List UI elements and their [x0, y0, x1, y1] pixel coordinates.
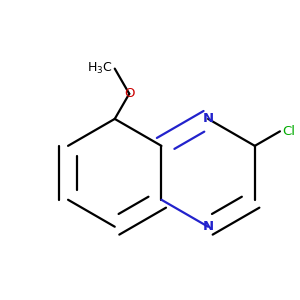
Text: N: N	[202, 220, 214, 233]
Text: N: N	[202, 112, 214, 125]
Text: Cl: Cl	[282, 125, 295, 138]
Text: H$_3$C: H$_3$C	[87, 61, 113, 76]
Text: O: O	[124, 87, 134, 100]
